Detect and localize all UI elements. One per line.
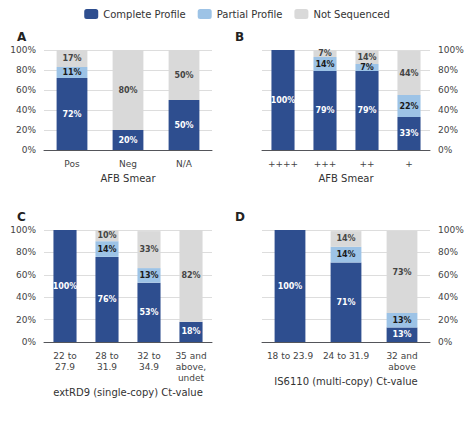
svg-text:14%: 14% [315,60,334,69]
svg-text:undet: undet [178,373,205,383]
svg-text:50%: 50% [174,121,193,130]
svg-text:33%: 33% [399,129,418,138]
svg-text:22 to: 22 to [53,351,77,361]
svg-text:60%: 60% [438,85,458,95]
svg-text:17%: 17% [62,54,81,63]
svg-text:34.9: 34.9 [139,362,159,372]
svg-text:14%: 14% [357,53,376,62]
svg-text:Complete Profile: Complete Profile [103,9,185,20]
svg-text:20%: 20% [438,125,458,135]
svg-text:7%: 7% [360,63,374,72]
svg-text:above: above [388,362,416,372]
svg-text:60%: 60% [16,270,36,280]
svg-text:80%: 80% [438,247,458,257]
svg-text:B: B [235,30,244,44]
svg-text:80%: 80% [16,65,36,75]
svg-text:31.9: 31.9 [97,362,117,372]
svg-text:100%: 100% [10,45,36,55]
svg-text:40%: 40% [16,292,36,302]
svg-text:13%: 13% [392,316,411,325]
svg-text:0%: 0% [22,145,37,155]
svg-text:35 and: 35 and [175,351,206,361]
svg-text:+++: +++ [314,159,337,169]
svg-text:82%: 82% [181,271,200,280]
svg-text:A: A [17,30,27,44]
svg-text:18 to 23.9: 18 to 23.9 [267,351,314,361]
svg-text:100%: 100% [278,282,303,291]
svg-text:40%: 40% [16,105,36,115]
svg-text:AFB Smear: AFB Smear [100,173,156,184]
svg-text:79%: 79% [357,106,376,115]
svg-text:Pos: Pos [64,159,80,169]
svg-text:extRD9 (single-copy) Ct-value: extRD9 (single-copy) Ct-value [53,387,203,398]
svg-text:100%: 100% [271,96,296,105]
svg-text:18%: 18% [181,327,200,336]
svg-text:60%: 60% [438,270,458,280]
svg-text:40%: 40% [438,292,458,302]
svg-text:80%: 80% [118,86,137,95]
svg-text:IS6110 (multi-copy) Ct-value: IS6110 (multi-copy) Ct-value [274,376,418,387]
svg-text:13%: 13% [139,271,158,280]
svg-text:Not Sequenced: Not Sequenced [313,9,389,20]
svg-text:76%: 76% [97,295,116,304]
svg-text:10%: 10% [97,231,116,240]
svg-text:32 and: 32 and [386,351,417,361]
svg-text:14%: 14% [336,234,355,243]
svg-text:73%: 73% [392,268,411,277]
svg-text:11%: 11% [62,68,81,77]
svg-text:22%: 22% [399,102,418,111]
svg-text:AFB Smear: AFB Smear [318,173,374,184]
svg-text:N/A: N/A [176,159,193,169]
svg-text:72%: 72% [62,110,81,119]
svg-text:0%: 0% [22,337,37,347]
svg-text:0%: 0% [438,145,453,155]
svg-text:20%: 20% [118,136,137,145]
svg-text:32 to: 32 to [137,351,161,361]
svg-text:+: + [405,159,413,169]
svg-text:++: ++ [359,159,374,169]
svg-text:28 to: 28 to [95,351,119,361]
svg-text:Partial Profile: Partial Profile [217,9,283,20]
svg-text:80%: 80% [16,247,36,257]
svg-text:14%: 14% [97,245,116,254]
svg-text:100%: 100% [438,45,464,55]
svg-text:20%: 20% [16,125,36,135]
svg-text:20%: 20% [438,315,458,325]
svg-text:100%: 100% [53,282,78,291]
svg-text:14%: 14% [336,250,355,259]
svg-text:27.9: 27.9 [55,362,75,372]
svg-text:33%: 33% [139,245,158,254]
svg-text:24 to 31.9: 24 to 31.9 [323,351,370,361]
svg-text:53%: 53% [139,308,158,317]
svg-text:7%: 7% [318,49,332,58]
svg-text:44%: 44% [399,69,418,78]
svg-text:80%: 80% [438,65,458,75]
svg-text:100%: 100% [438,225,464,235]
svg-text:0%: 0% [438,337,453,347]
svg-text:40%: 40% [438,105,458,115]
svg-text:20%: 20% [16,315,36,325]
svg-text:++++: ++++ [268,159,298,169]
svg-text:100%: 100% [10,225,36,235]
svg-text:above,: above, [176,362,206,372]
svg-text:C: C [17,210,26,224]
svg-text:79%: 79% [315,106,334,115]
svg-text:13%: 13% [392,330,411,339]
svg-text:60%: 60% [16,85,36,95]
svg-text:D: D [235,210,245,224]
svg-text:50%: 50% [174,71,193,80]
svg-text:Neg: Neg [119,159,137,169]
svg-text:71%: 71% [336,298,355,307]
